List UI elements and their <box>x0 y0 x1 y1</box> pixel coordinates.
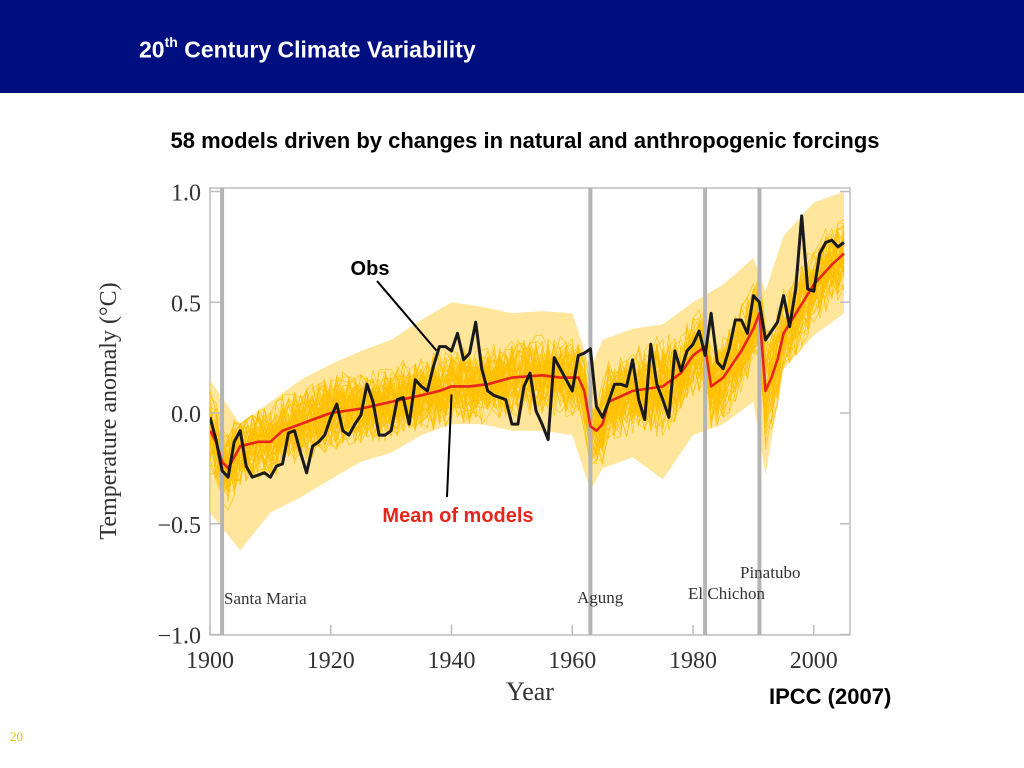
volcano-label: Pinatubo <box>740 563 800 582</box>
x-axis-title: Year <box>506 677 554 706</box>
y-tick-label: −1.0 <box>157 624 201 650</box>
obs-annotation-label: Obs <box>351 258 390 280</box>
x-tick-label: 1980 <box>669 648 717 674</box>
y-axis-title: Temperature anomaly (°C) <box>96 282 122 539</box>
x-tick-label: 1960 <box>548 648 596 674</box>
volcano-label: El Chichon <box>688 584 765 603</box>
x-tick-label: 1900 <box>186 648 234 674</box>
y-tick-label: −0.5 <box>157 513 201 539</box>
y-tick-label: 0.0 <box>171 402 201 428</box>
mean-annotation-label: Mean of models <box>382 505 533 527</box>
page-number: 20 <box>10 729 23 744</box>
x-tick-label: 1940 <box>428 648 476 674</box>
x-tick-label: 2000 <box>790 648 838 674</box>
y-tick-label: 0.5 <box>171 291 201 317</box>
model-ensemble-member <box>210 242 845 502</box>
slide-subtitle: 58 models driven by changes in natural a… <box>170 128 880 153</box>
mean-of-models-line <box>210 252 845 470</box>
volcano-label: Agung <box>577 588 624 607</box>
plot-area <box>210 188 845 635</box>
y-tick-label: 1.0 <box>171 181 201 207</box>
source-citation: IPCC (2007) <box>769 684 892 709</box>
volcano-label: Santa Maria <box>224 589 307 608</box>
model-ensemble-member <box>210 219 845 471</box>
obs-annotation-arrow <box>376 280 438 352</box>
x-tick-label: 1920 <box>307 648 355 674</box>
title-superscript: th <box>164 34 178 50</box>
mean-annotation-arrow <box>446 394 453 498</box>
header-bar <box>0 0 1024 93</box>
slide-title: 20th Century Climate Variability <box>139 34 476 63</box>
obs-line <box>210 214 845 479</box>
